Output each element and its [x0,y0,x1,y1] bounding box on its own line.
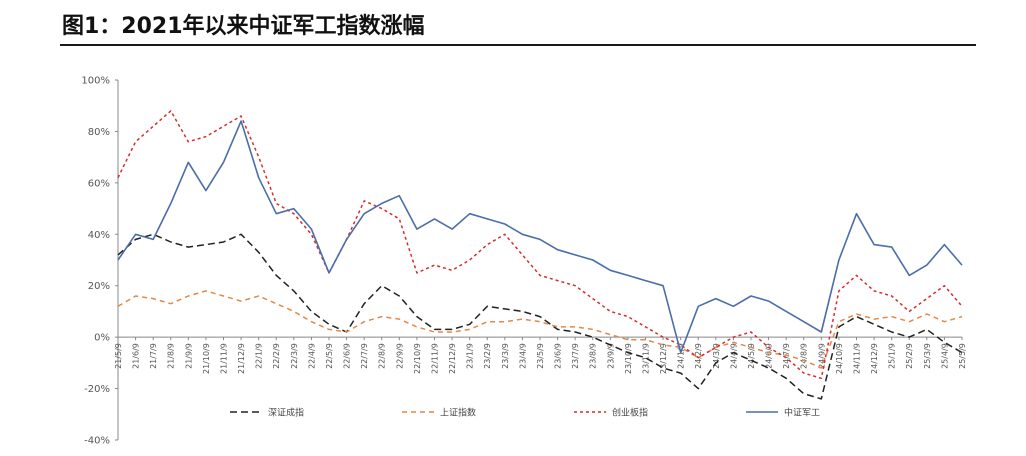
x-tick-label: 24/6/9 [765,343,774,369]
x-tick-label: 24/12/9 [870,343,879,374]
x-axis-ticks: 21/5/9 21/6/9 21/7/9 21/8/9 21/9/9 21/10/9 21/… [114,337,967,374]
x-tick-label: 25/4/9 [940,343,949,369]
chart-series [117,110,963,400]
x-tick-label: 22/10/9 [413,343,422,374]
y-tick-label: 100% [81,76,110,87]
x-tick-label: 21/11/9 [220,343,229,374]
x-tick-label: 24/2/9 [694,343,703,369]
x-tick-label: 21/5/9 [114,343,123,369]
legend-label: 上证指数 [440,407,476,419]
legend-label: 深证成指 [268,407,304,419]
x-tick-label: 22/6/9 [343,343,352,369]
chart-title: 图1：2021年以来中证军工指数涨幅 [62,14,425,39]
x-tick-label: 23/1/9 [466,343,475,369]
x-tick-label: 24/9/9 [817,343,826,369]
x-tick-label: 25/2/9 [905,343,914,369]
x-tick-label: 24/5/9 [747,343,756,369]
y-tick-label: -20% [84,384,110,395]
x-tick-label: 21/10/9 [202,343,211,374]
x-tick-label: 21/12/9 [237,343,246,374]
x-tick-label: 22/5/9 [325,343,334,369]
x-tick-label: 22/1/9 [255,343,264,369]
x-tick-label: 23/6/9 [554,343,563,369]
x-tick-label: 22/7/9 [360,343,369,369]
y-tick-label: 40% [88,230,110,241]
x-tick-label: 25/5/9 [958,343,967,369]
x-tick-label: 21/7/9 [149,343,158,369]
x-tick-label: 24/10/9 [835,343,844,374]
x-tick-label: 24/8/9 [800,343,809,369]
x-tick-label: 23/3/9 [501,343,510,369]
x-tick-label: 21/8/9 [167,343,176,369]
title-underline [60,44,976,46]
x-tick-label: 22/2/9 [272,343,281,369]
series-line-3 [117,110,963,380]
legend-label: 创业板指 [612,407,648,419]
x-tick-label: 22/4/9 [307,343,316,369]
y-tick-label: 80% [88,127,110,138]
y-tick-label: 0% [94,333,110,344]
x-tick-label: 23/10/9 [624,343,633,374]
x-tick-label: 24/4/9 [729,343,738,369]
x-tick-label: 24/11/9 [853,343,862,374]
y-tick-label: 20% [88,281,110,292]
series-line-2 [117,290,963,369]
x-tick-label: 22/12/9 [448,343,457,374]
y-tick-label: 60% [88,178,110,189]
x-tick-label: 21/9/9 [184,343,193,369]
series-line-1 [117,233,963,400]
x-tick-label: 22/11/9 [431,343,440,374]
x-tick-label: 23/11/9 [642,343,651,374]
x-tick-label: 23/7/9 [571,343,580,369]
x-tick-label: 23/9/9 [606,343,615,369]
x-tick-label: 24/3/9 [712,343,721,369]
x-tick-label: 22/9/9 [395,343,404,369]
x-tick-label: 23/8/9 [589,343,598,369]
chart-legend: 深证成指 上证指数 创业板指 中证军工 [230,407,820,419]
legend-label: 中证军工 [784,407,820,419]
x-tick-label: 22/3/9 [290,343,299,369]
y-tick-label: -40% [84,436,110,447]
x-tick-label: 23/2/9 [483,343,492,369]
x-tick-label: 23/4/9 [518,343,527,369]
x-tick-label: 23/5/9 [536,343,545,369]
x-tick-label: 25/1/9 [888,343,897,369]
x-tick-label: 24/1/9 [677,343,686,369]
x-tick-label: 22/8/9 [378,343,387,369]
x-tick-label: 21/6/9 [132,343,141,369]
series-line-4 [117,120,963,354]
y-axis-ticks: 100% 80% 60% 40% 20% 0% -20% -40% [81,76,118,447]
x-tick-label: 25/3/9 [923,343,932,369]
x-tick-label: 23/12/9 [659,343,668,374]
